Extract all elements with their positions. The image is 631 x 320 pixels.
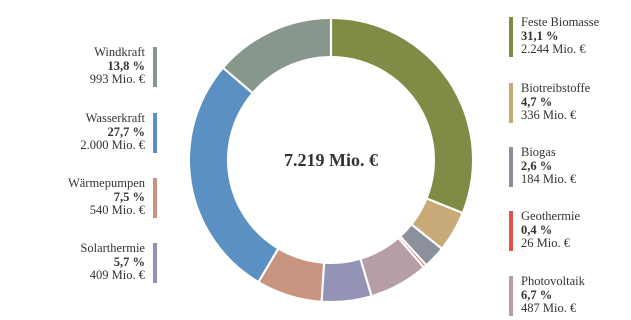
legend-item-feste-biomasse: Feste Biomasse 31,1 % 2.244 Mio. €	[509, 15, 600, 57]
legend-amount: 409 Mio. €	[89, 268, 145, 282]
legend-name: Geothermie	[521, 209, 581, 223]
donut-slice-windkraft	[224, 19, 330, 92]
donut-slice-photovoltaik	[361, 239, 423, 295]
legend-item-biogas: Biogas 2,6 % 184 Mio. €	[509, 145, 577, 187]
legend-item-wasserkraft: Wasserkraft 27,7 % 2.000 Mio. €	[80, 111, 157, 153]
donut-slice-biogas	[401, 225, 441, 264]
legend-item-solarthermie: Solarthermie 5,7 % 409 Mio. €	[80, 241, 157, 283]
legend-swatch	[509, 147, 513, 187]
legend-item-waermepumpen: Wärmepumpen 7,5 % 540 Mio. €	[67, 176, 157, 218]
legend-percent: 31,1 %	[521, 28, 559, 43]
legend-item-geothermie: Geothermie 0,4 % 26 Mio. €	[509, 209, 581, 251]
legend-name: Wärmepumpen	[67, 176, 145, 190]
legend-percent: 5,7 %	[113, 254, 145, 269]
legend-name: Windkraft	[94, 45, 145, 59]
legend-swatch	[509, 276, 513, 316]
legend-name: Photovoltaik	[521, 274, 585, 288]
legend-amount: 540 Mio. €	[89, 203, 145, 217]
legend-swatch	[509, 211, 513, 251]
donut-slice-geothermie	[399, 237, 425, 266]
legend-name: Wasserkraft	[85, 111, 145, 125]
legend-swatch	[153, 47, 157, 87]
legend-swatch	[509, 83, 513, 123]
legend-amount: 2.000 Mio. €	[80, 138, 145, 152]
legend-item-photovoltaik: Photovoltaik 6,7 % 487 Mio. €	[509, 274, 585, 316]
legend-percent: 2,6 %	[521, 158, 553, 173]
legend-name: Feste Biomasse	[521, 15, 600, 29]
legend-name: Biogas	[521, 145, 556, 159]
donut-slice-wärmepumpen	[259, 249, 323, 301]
legend-percent: 4,7 %	[521, 94, 553, 109]
legend-percent: 13,8 %	[107, 58, 146, 73]
legend-amount: 487 Mio. €	[521, 301, 577, 315]
legend-amount: 2.244 Mio. €	[521, 42, 586, 56]
legend-swatch	[153, 113, 157, 153]
legend-percent: 6,7 %	[521, 287, 553, 302]
legend-percent: 7,5 %	[113, 189, 145, 204]
legend-amount: 26 Mio. €	[521, 236, 570, 250]
legend-amount: 336 Mio. €	[521, 108, 577, 122]
legend-amount: 993 Mio. €	[89, 72, 145, 86]
donut-slice-biotreibstoffe	[412, 199, 462, 248]
donut-slice-feste-biomasse	[332, 19, 472, 212]
legend-percent: 27,7 %	[107, 124, 146, 139]
legend-item-biotreibstoffe: Biotreibstoffe 4,7 % 336 Mio. €	[509, 81, 591, 123]
legend-name: Solarthermie	[80, 241, 145, 255]
donut-slice-solarthermie	[322, 259, 371, 302]
legend-swatch	[509, 17, 513, 57]
legend-percent: 0,4 %	[521, 222, 553, 237]
total-label: 7.219 Mio. €	[284, 150, 378, 170]
legend-swatch	[153, 178, 157, 218]
legend-swatch	[153, 243, 157, 283]
legend-name: Biotreibstoffe	[521, 81, 591, 95]
legend-item-windkraft: Windkraft 13,8 % 993 Mio. €	[89, 45, 157, 87]
legend-amount: 184 Mio. €	[521, 172, 577, 186]
donut-slice-wasserkraft	[190, 69, 277, 281]
